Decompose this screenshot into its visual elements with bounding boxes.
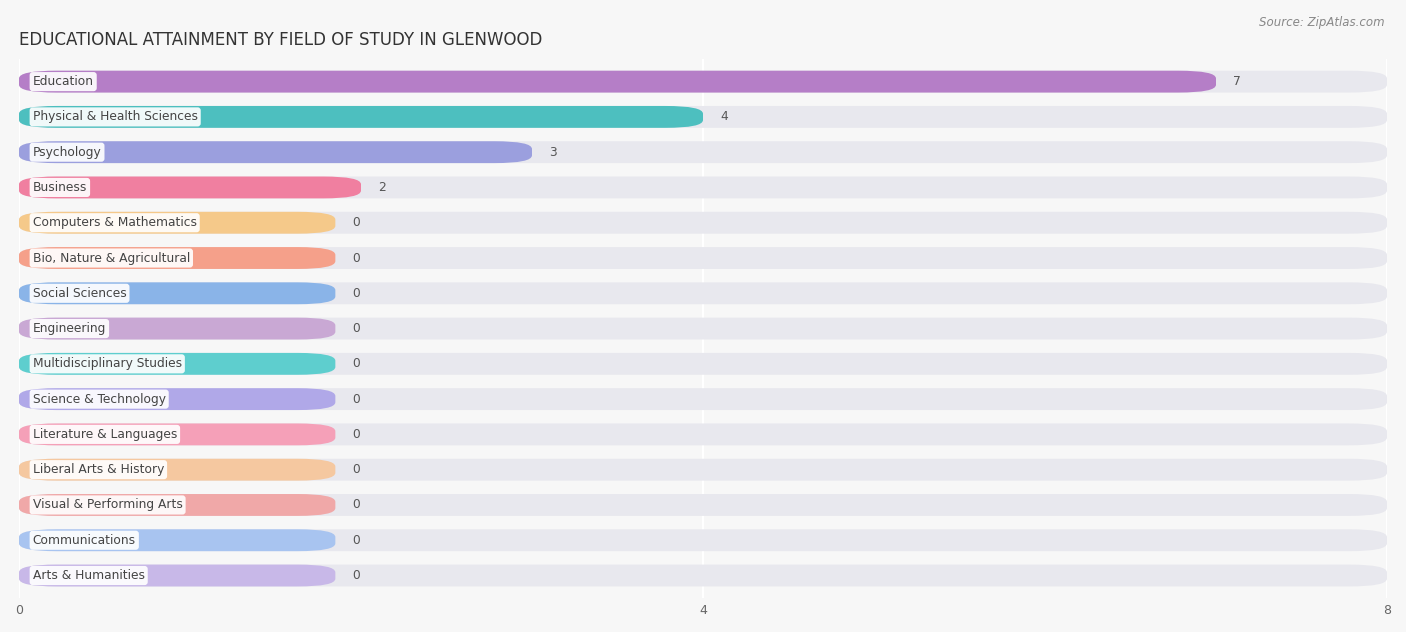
- Text: 0: 0: [353, 287, 360, 300]
- Text: 0: 0: [353, 428, 360, 441]
- FancyBboxPatch shape: [20, 283, 1386, 304]
- FancyBboxPatch shape: [20, 71, 1216, 92]
- Text: 0: 0: [353, 252, 360, 265]
- FancyBboxPatch shape: [20, 529, 336, 551]
- Text: 0: 0: [353, 216, 360, 229]
- Text: Arts & Humanities: Arts & Humanities: [32, 569, 145, 582]
- FancyBboxPatch shape: [20, 388, 1386, 410]
- FancyBboxPatch shape: [20, 494, 1386, 516]
- FancyBboxPatch shape: [20, 141, 531, 163]
- Text: Business: Business: [32, 181, 87, 194]
- Text: Social Sciences: Social Sciences: [32, 287, 127, 300]
- FancyBboxPatch shape: [20, 176, 1386, 198]
- FancyBboxPatch shape: [20, 283, 336, 304]
- Text: Psychology: Psychology: [32, 145, 101, 159]
- Text: 0: 0: [353, 322, 360, 335]
- Text: Science & Technology: Science & Technology: [32, 392, 166, 406]
- Text: 0: 0: [353, 463, 360, 476]
- Text: 0: 0: [353, 392, 360, 406]
- Text: 2: 2: [378, 181, 385, 194]
- Text: Liberal Arts & History: Liberal Arts & History: [32, 463, 165, 476]
- FancyBboxPatch shape: [20, 176, 361, 198]
- FancyBboxPatch shape: [20, 494, 336, 516]
- FancyBboxPatch shape: [20, 247, 1386, 269]
- Text: Literature & Languages: Literature & Languages: [32, 428, 177, 441]
- FancyBboxPatch shape: [20, 106, 703, 128]
- Text: 0: 0: [353, 357, 360, 370]
- FancyBboxPatch shape: [20, 529, 1386, 551]
- Text: Computers & Mathematics: Computers & Mathematics: [32, 216, 197, 229]
- Text: Source: ZipAtlas.com: Source: ZipAtlas.com: [1260, 16, 1385, 29]
- FancyBboxPatch shape: [20, 564, 336, 586]
- FancyBboxPatch shape: [20, 318, 1386, 339]
- Text: Multidisciplinary Studies: Multidisciplinary Studies: [32, 357, 181, 370]
- FancyBboxPatch shape: [20, 247, 336, 269]
- FancyBboxPatch shape: [20, 353, 1386, 375]
- FancyBboxPatch shape: [20, 423, 336, 446]
- Text: Communications: Communications: [32, 534, 136, 547]
- FancyBboxPatch shape: [20, 423, 1386, 446]
- Text: Engineering: Engineering: [32, 322, 105, 335]
- FancyBboxPatch shape: [20, 318, 336, 339]
- FancyBboxPatch shape: [20, 212, 1386, 234]
- FancyBboxPatch shape: [20, 106, 1386, 128]
- Text: Visual & Performing Arts: Visual & Performing Arts: [32, 499, 183, 511]
- FancyBboxPatch shape: [20, 141, 1386, 163]
- Text: 0: 0: [353, 569, 360, 582]
- FancyBboxPatch shape: [20, 459, 336, 480]
- Text: 0: 0: [353, 534, 360, 547]
- Text: Bio, Nature & Agricultural: Bio, Nature & Agricultural: [32, 252, 190, 265]
- FancyBboxPatch shape: [20, 388, 336, 410]
- Text: Education: Education: [32, 75, 94, 88]
- Text: 4: 4: [720, 111, 728, 123]
- Text: Physical & Health Sciences: Physical & Health Sciences: [32, 111, 198, 123]
- FancyBboxPatch shape: [20, 71, 1386, 92]
- FancyBboxPatch shape: [20, 353, 336, 375]
- Text: EDUCATIONAL ATTAINMENT BY FIELD OF STUDY IN GLENWOOD: EDUCATIONAL ATTAINMENT BY FIELD OF STUDY…: [20, 31, 543, 49]
- FancyBboxPatch shape: [20, 212, 336, 234]
- FancyBboxPatch shape: [20, 564, 1386, 586]
- Text: 7: 7: [1233, 75, 1241, 88]
- FancyBboxPatch shape: [20, 459, 1386, 480]
- Text: 0: 0: [353, 499, 360, 511]
- Text: 3: 3: [550, 145, 557, 159]
